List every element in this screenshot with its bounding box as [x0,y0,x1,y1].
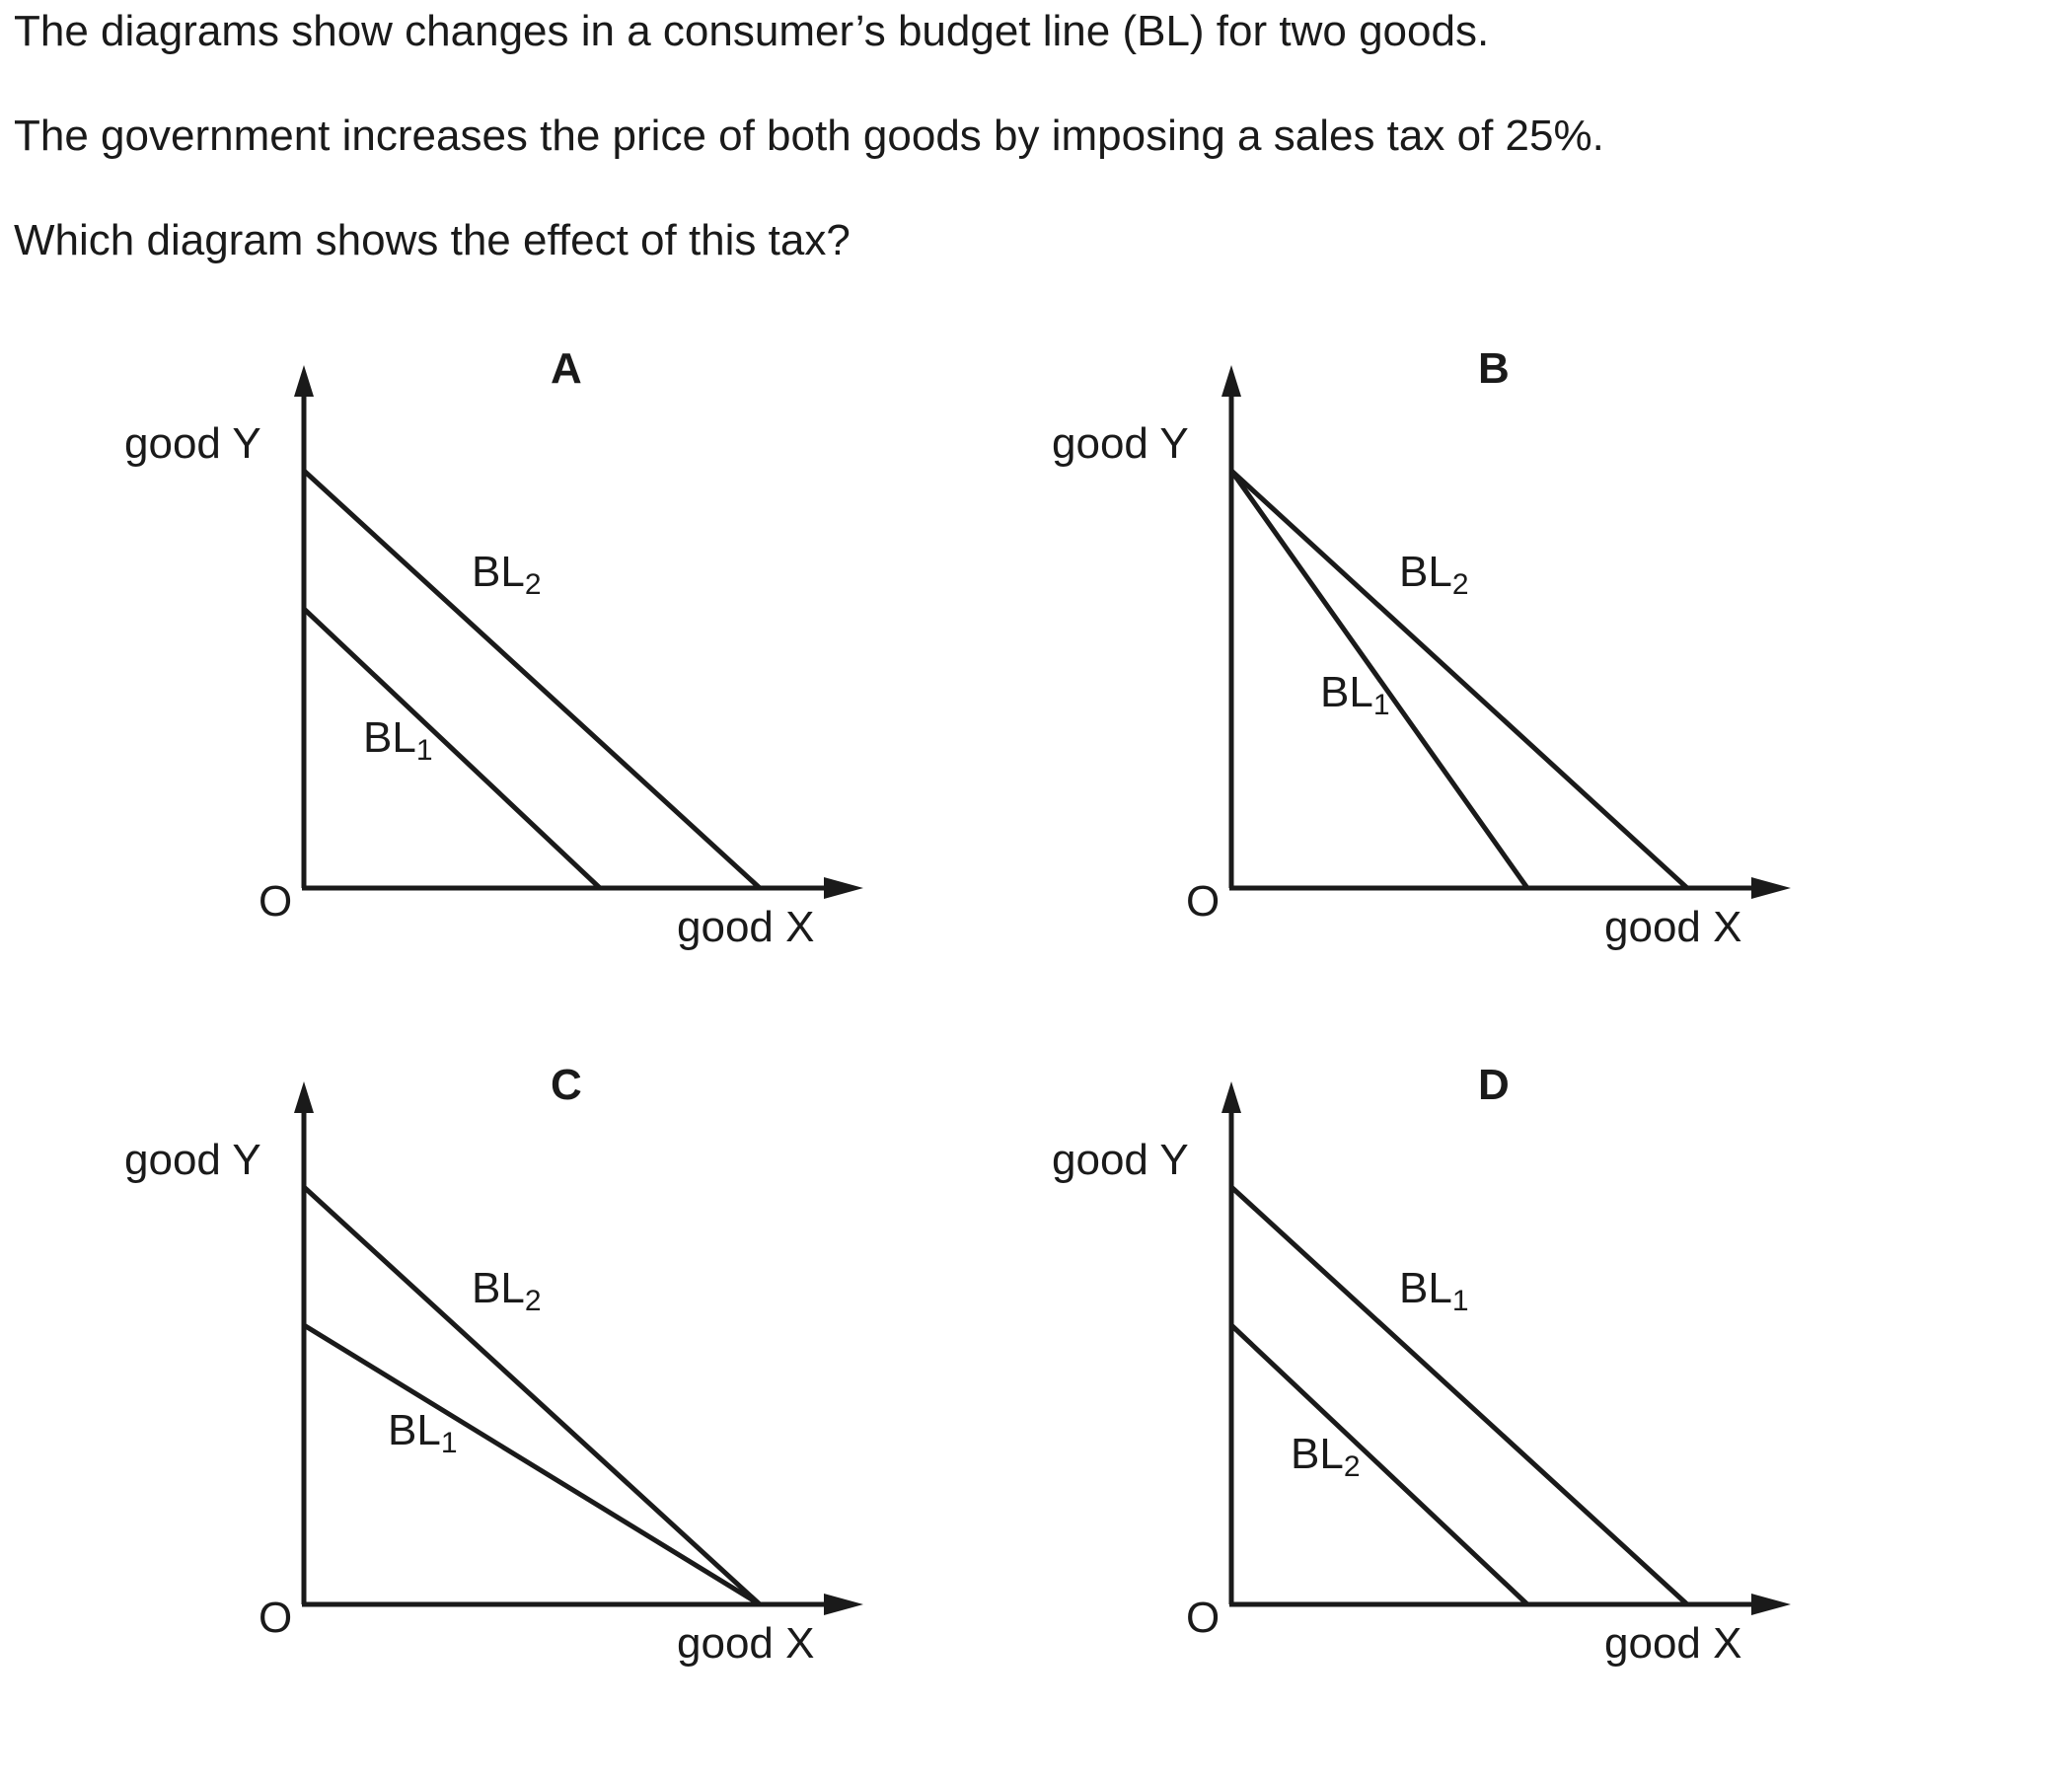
origin-label: O [1186,1594,1221,1642]
y-axis-label: good Y [124,419,261,468]
diagram-d-graph [1221,1081,1791,1615]
diagram-b-graph [1221,365,1791,899]
origin-label: O [1186,877,1221,926]
y-axis-arrow [1221,1081,1241,1113]
diagram-letter: D [1478,1061,1510,1109]
question-line-2: The government increases the price of bo… [14,111,1604,160]
bl2-label: BL2 [1291,1430,1361,1483]
x-axis-label: good X [1604,1619,1742,1668]
diagram-b: B good Y good X O BL2 BL1 [927,335,1963,1066]
budget-line-bl1 [1229,1185,1689,1606]
diagram-a-graph [294,365,863,899]
bl2-label: BL2 [472,1264,542,1317]
bl2-label: BL2 [1399,548,1469,601]
budget-line-bl2 [1229,469,1689,890]
budget-line-bl2 [1229,1323,1529,1606]
budget-line-bl2 [302,469,762,890]
diagram-c: C good Y good X O BL2 BL1 [0,1052,1036,1782]
y-axis-label: good Y [1052,1136,1189,1184]
budget-line-bl1 [1228,469,1530,890]
x-axis-label: good X [1604,903,1742,951]
bl2-label: BL2 [472,548,542,601]
question-line-1: The diagrams show changes in a consumer’… [14,7,1490,55]
bl1-label: BL1 [1399,1264,1469,1317]
y-axis-label: good Y [1052,419,1189,468]
diagram-letter: C [551,1061,582,1109]
budget-line-bl2 [302,1185,762,1606]
budget-line-bl1 [302,1322,762,1607]
budget-line-bl1 [302,607,602,890]
y-axis-arrow [294,365,314,397]
x-axis-label: good X [677,1619,815,1668]
origin-label: O [259,877,293,926]
y-axis-arrow [294,1081,314,1113]
question-line-3: Which diagram shows the effect of this t… [14,216,851,264]
x-axis-arrow [824,877,863,899]
diagram-a: A good Y good X O BL2 BL1 [0,335,1036,1066]
bl1-label: BL1 [388,1406,458,1459]
x-axis-arrow [1751,877,1791,899]
diagram-letter: B [1478,344,1510,393]
diagram-d: D good Y good X O BL1 BL2 [927,1052,1963,1782]
y-axis-label: good Y [124,1136,261,1184]
origin-label: O [259,1594,293,1642]
diagram-c-graph [294,1081,863,1615]
x-axis-label: good X [677,903,815,951]
bl1-label: BL1 [363,713,433,767]
diagram-letter: A [551,344,582,393]
x-axis-arrow [1751,1594,1791,1615]
bl1-label: BL1 [1320,668,1390,721]
y-axis-arrow [1221,365,1241,397]
x-axis-arrow [824,1594,863,1615]
